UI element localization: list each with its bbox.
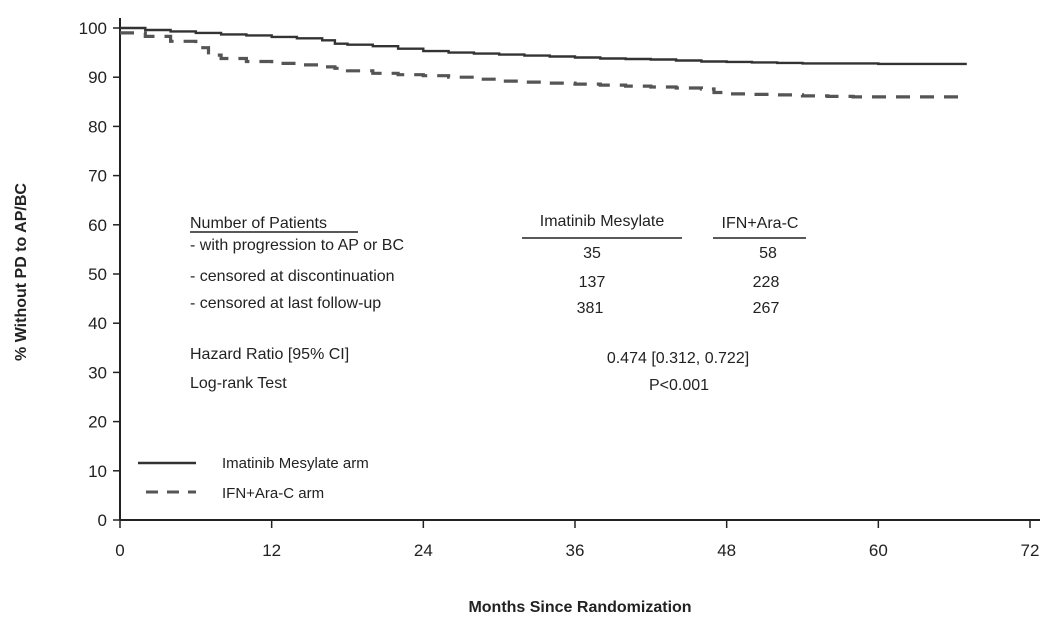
x-tick-label: 48 (717, 541, 736, 560)
hazard-ratio-value: 0.474 [0.312, 0.722] (607, 350, 749, 367)
table-row-v2: 267 (753, 300, 780, 317)
y-tick-label: 10 (88, 462, 107, 481)
y-tick-label: 60 (88, 216, 107, 235)
table-col2-header: IFN+Ara-C (722, 215, 799, 232)
logrank-value: P<0.001 (649, 377, 709, 394)
table-row-v1: 35 (583, 245, 601, 262)
table-row-v1: 137 (579, 274, 606, 291)
logrank-label: Log-rank Test (190, 375, 287, 392)
legend-entry-label: Imatinib Mesylate arm (222, 455, 369, 472)
table-row-v1: 381 (577, 300, 604, 317)
series-line-imatinib (120, 26, 967, 66)
y-tick-label: 30 (88, 363, 107, 382)
x-ticks: 0 12 24 36 48 60 72 (115, 520, 1039, 560)
y-tick-label: 70 (88, 167, 107, 186)
x-tick-label: 0 (115, 541, 124, 560)
y-ticks: 0 10 20 30 40 50 60 70 80 90 100 (79, 19, 120, 530)
x-tick-label: 36 (566, 541, 585, 560)
patient-table: Number of Patients Imatinib Mesylate IFN… (190, 213, 806, 394)
x-tick-label: 24 (414, 541, 433, 560)
table-row-label: - with progression to AP or BC (190, 237, 404, 254)
x-axis-title: Months Since Randomization (468, 599, 691, 616)
x-tick-label: 12 (262, 541, 281, 560)
y-tick-label: 40 (88, 314, 107, 333)
x-tick-label: 60 (869, 541, 888, 560)
chart-legend: Imatinib Mesylate arm IFN+Ara-C arm (138, 455, 369, 502)
y-tick-label: 100 (79, 19, 107, 38)
y-tick-label: 20 (88, 413, 107, 432)
y-tick-label: 0 (98, 511, 107, 530)
y-axis-title: % Without PD to AP/BC (13, 183, 30, 361)
hazard-ratio-label: Hazard Ratio [95% CI] (190, 346, 349, 363)
y-tick-label: 90 (88, 68, 107, 87)
table-row-v2: 228 (753, 274, 780, 291)
series-layer (120, 26, 969, 99)
table-row-v2: 58 (759, 245, 777, 262)
y-tick-label: 50 (88, 265, 107, 284)
table-heading: Number of Patients (190, 215, 327, 232)
table-col1-header: Imatinib Mesylate (540, 213, 665, 230)
table-row-label: - censored at discontinuation (190, 268, 395, 285)
table-row-label: - censored at last follow-up (190, 295, 381, 312)
y-tick-label: 80 (88, 117, 107, 136)
legend-entry-label: IFN+Ara-C arm (222, 485, 324, 502)
x-tick-label: 72 (1021, 541, 1040, 560)
series-line-ifn-ara-c (120, 31, 969, 99)
